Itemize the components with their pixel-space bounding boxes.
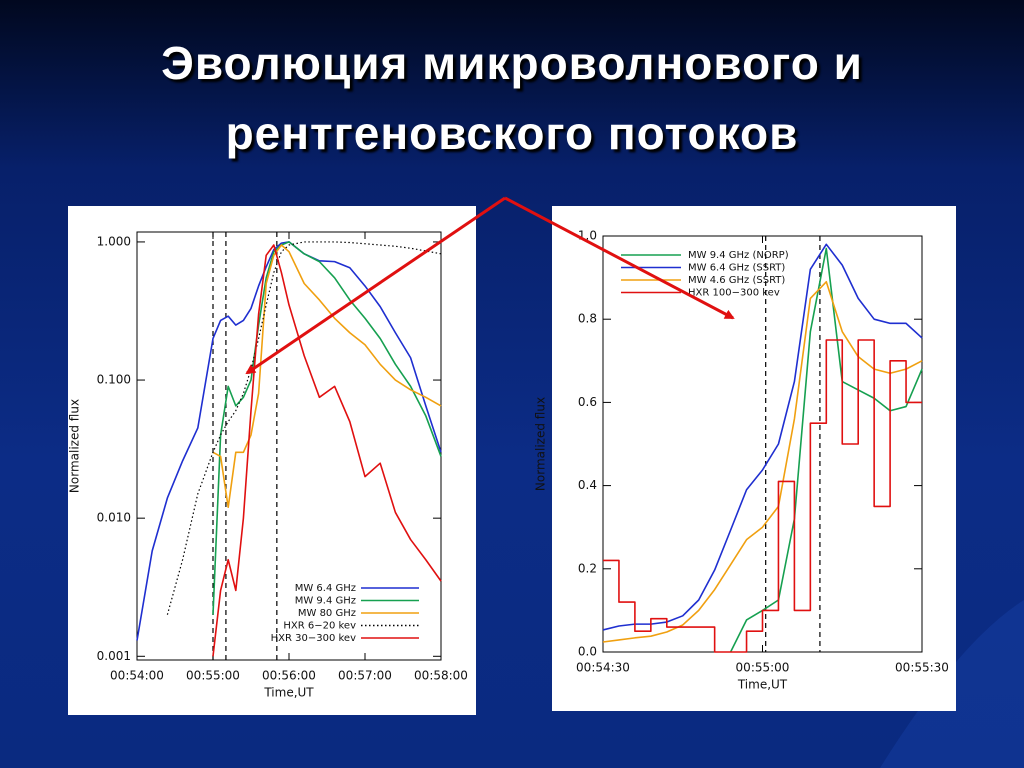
y-tick-label: 0.2: [578, 561, 597, 575]
y-tick-label: 0.6: [578, 395, 597, 409]
x-tick-label: 00:58:00: [414, 669, 468, 683]
legend-label: MW 6.4 GHz: [295, 583, 356, 594]
x-axis-label: Time,UT: [737, 678, 788, 692]
legend-label: HXR 6−20 kev: [283, 621, 356, 632]
legend-label: HXR 100−300 kev: [688, 288, 780, 299]
x-axis-label: Time,UT: [263, 686, 314, 700]
x-tick-label: 00:54:30: [576, 661, 630, 675]
slide-title: Эволюция микроволнового и: [161, 37, 863, 89]
legend-label: MW 80 GHz: [298, 608, 356, 619]
chart-panel: [552, 206, 956, 711]
series-line: [602, 243, 923, 631]
legend-label: MW 4.6 GHz (SSRT): [688, 275, 785, 286]
x-tick-label: 00:56:00: [262, 669, 316, 683]
legend-label: MW 9.4 GHz (NORP): [688, 250, 789, 261]
y-tick-label: 1.000: [97, 234, 131, 248]
series-line: [603, 339, 922, 653]
series-line: [166, 241, 442, 615]
series-line: [212, 244, 442, 509]
plots: 00:54:00 00:55:00 00:56:00 00:57:00 00:58:00…: [68, 229, 949, 700]
legend-label: HXR 30−300 kev: [271, 633, 356, 644]
y-tick-label: 0.100: [97, 373, 131, 387]
x-tick-label: 00:55:00: [736, 661, 790, 675]
y-tick-label: 0.8: [578, 312, 597, 326]
series-line: [212, 241, 442, 615]
y-tick-label: 0.010: [97, 511, 131, 525]
y-axis-label: Normalized flux: [68, 399, 82, 493]
series-line: [212, 244, 442, 657]
series-line: [136, 241, 442, 641]
x-tick-label: 00:54:00: [110, 669, 164, 683]
y-tick-label: 0.4: [578, 478, 597, 492]
legend-label: MW 9.4 GHz: [295, 596, 356, 607]
x-tick-label: 00:55:00: [186, 669, 240, 683]
x-tick-label: 00:55:30: [895, 661, 949, 675]
y-tick-label: 0.0: [578, 645, 597, 659]
x-tick-label: 00:57:00: [338, 669, 392, 683]
slide-title: рентгеновского потоков: [225, 107, 799, 159]
arrow: [504, 196, 735, 320]
chart-panel: [68, 206, 476, 715]
y-tick-label: 0.001: [97, 649, 131, 663]
legend-label: MW 6.4 GHz (SSRT): [688, 263, 785, 274]
series-line: [602, 280, 923, 643]
y-axis-label: Normalized flux: [534, 397, 548, 491]
arrow: [245, 196, 506, 375]
